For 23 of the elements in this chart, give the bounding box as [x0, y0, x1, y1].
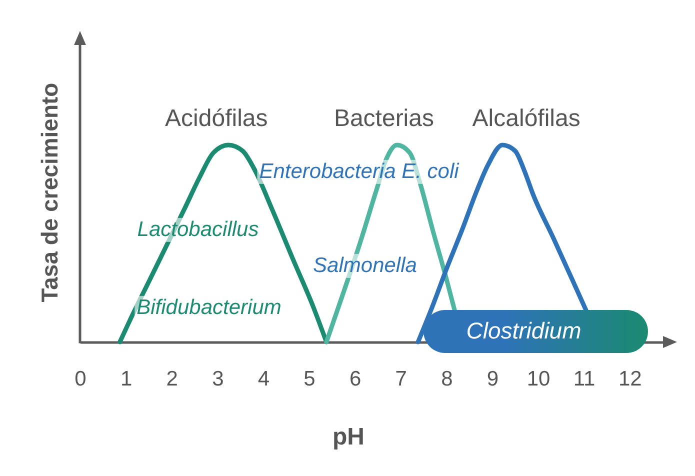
annotation: Lactobacillus	[135, 218, 261, 242]
x-tick-label: 6	[349, 368, 362, 390]
series-label: Bacterias	[334, 105, 434, 132]
x-tick-label: 9	[486, 368, 499, 390]
x-tick-label: 4	[258, 368, 270, 390]
x-tick-label: 2	[166, 368, 178, 390]
x-tick-label: 11	[573, 368, 596, 390]
x-tick-label: 3	[212, 368, 224, 390]
series-label: Acidófilas	[165, 105, 268, 132]
series-label: Alcalófilas	[472, 105, 580, 132]
x-tick-label: 1	[120, 368, 132, 390]
x-tick-label: 5	[304, 368, 316, 390]
x-tick-label: 12	[618, 368, 642, 390]
x-tick-label: 7	[395, 368, 407, 390]
x-axis-title: pH	[332, 424, 364, 450]
annotation: Enterobacteria E. coli	[257, 160, 461, 184]
annotation: Bifidubacterium	[134, 296, 284, 320]
y-axis-title: Tasa de crecimiento	[36, 82, 62, 302]
x-tick-label: 10	[526, 368, 550, 390]
x-tick-label: 8	[441, 368, 453, 390]
annotation: Salmonella	[311, 254, 419, 278]
x-tick-label: 0	[74, 368, 86, 390]
band-label: Clostridium	[466, 318, 582, 344]
